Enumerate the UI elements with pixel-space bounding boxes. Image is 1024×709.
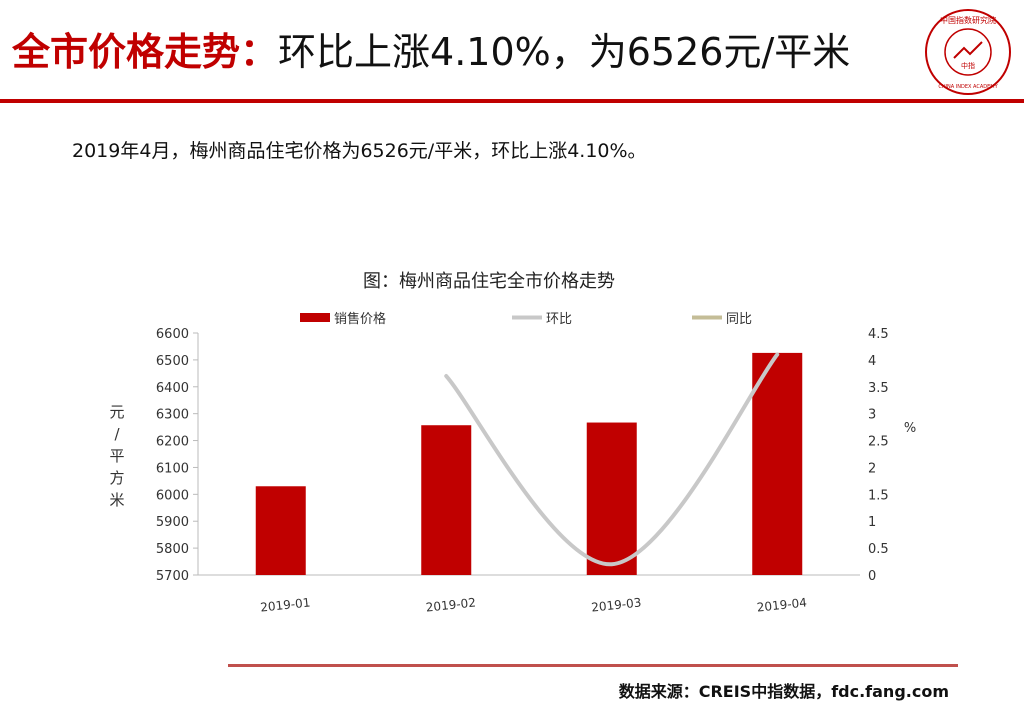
- left-axis-label-char: /: [114, 425, 120, 443]
- title-subtitle: 环比上涨4.10%，为6526元/平米: [278, 30, 851, 74]
- legend-label: 环比: [546, 312, 572, 327]
- right-axis-label: %: [904, 421, 916, 436]
- logo-center-text: 中指: [961, 61, 975, 70]
- summary-text: 2019年4月，梅州商品住宅价格为6526元/平米，环比上涨4.10%。: [72, 140, 647, 162]
- header-divider: [0, 99, 1024, 103]
- left-tick-label: 6600: [156, 327, 189, 342]
- title-main: 全市价格走势: [12, 30, 241, 74]
- bar: [421, 425, 472, 575]
- right-tick-label: 1.5: [868, 488, 889, 503]
- left-axis-label-char: 元: [109, 403, 124, 421]
- logo-text-top: 中国指数研究院: [940, 15, 996, 25]
- left-axis-label-char: 米: [109, 491, 124, 509]
- x-tick-label: 2019-04: [756, 595, 807, 614]
- x-tick-label: 2019-01: [260, 595, 311, 614]
- data-source: 数据来源：CREIS中指数据，fdc.fang.com: [618, 682, 949, 701]
- left-tick-label: 5700: [156, 569, 189, 584]
- right-tick-label: 3.5: [868, 381, 889, 396]
- logo-text-bottom: CHINA INDEX ACADEMY: [938, 84, 998, 90]
- left-tick-label: 6100: [156, 461, 189, 476]
- right-tick-label: 3: [868, 408, 876, 423]
- right-tick-label: 1: [868, 515, 876, 530]
- left-tick-label: 5900: [156, 515, 189, 530]
- title-separator: ：: [240, 30, 279, 74]
- right-tick-label: 2: [868, 461, 876, 476]
- left-tick-label: 6500: [156, 354, 189, 369]
- bar: [586, 422, 637, 575]
- line-series-huanbi: [444, 352, 780, 567]
- left-tick-label: 6400: [156, 381, 189, 396]
- left-tick-label: 6000: [156, 488, 189, 503]
- x-tick-label: 2019-03: [591, 595, 642, 614]
- bar: [752, 352, 803, 575]
- legend-label: 同比: [726, 312, 752, 327]
- legend-swatch: [300, 313, 330, 322]
- right-tick-label: 4.5: [868, 327, 889, 342]
- left-axis-label-char: 方: [109, 469, 124, 487]
- left-axis-label-char: 平: [109, 447, 124, 465]
- left-tick-label: 6200: [156, 435, 189, 450]
- legend-label: 销售价格: [334, 311, 386, 327]
- right-tick-label: 0: [868, 569, 876, 584]
- chart-title: 图：梅州商品住宅全市价格走势: [363, 271, 615, 292]
- china-index-academy-seal-icon: 中国指数研究院 CHINA INDEX ACADEMY 中指: [925, 9, 1011, 95]
- left-tick-label: 5800: [156, 542, 189, 557]
- right-tick-label: 4: [868, 354, 876, 369]
- right-tick-label: 2.5: [868, 435, 889, 450]
- right-tick-label: 0.5: [868, 542, 889, 557]
- bar: [255, 486, 306, 575]
- footer-divider: [228, 664, 958, 667]
- page-title: 全市价格走势：环比上涨4.10%，为6526元/平米: [12, 26, 850, 78]
- left-tick-label: 6300: [156, 408, 189, 423]
- x-tick-label: 2019-02: [425, 595, 476, 614]
